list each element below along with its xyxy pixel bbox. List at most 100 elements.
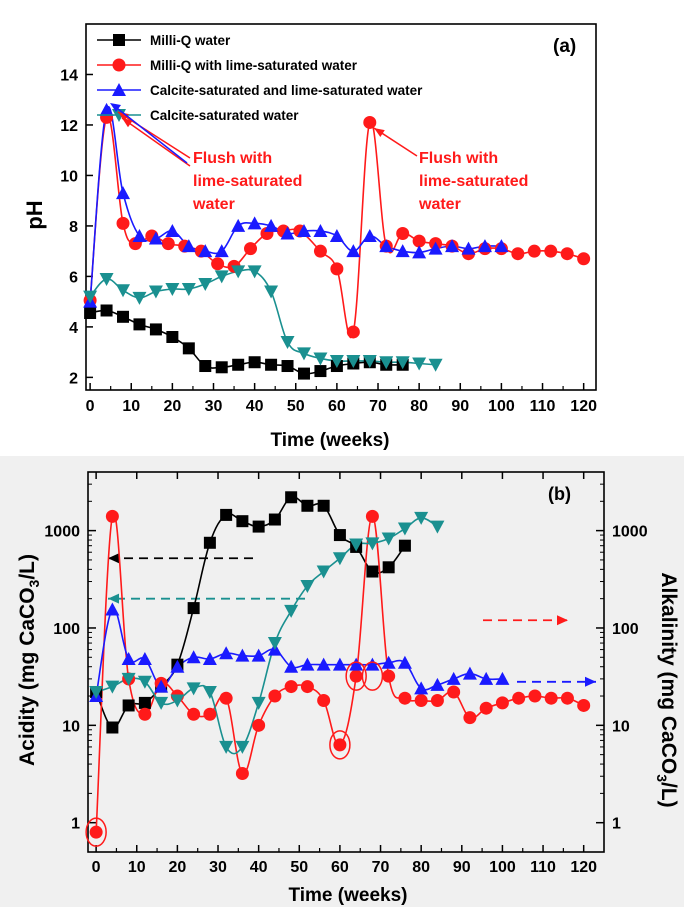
data-point bbox=[202, 685, 217, 699]
x-tick-label: 60 bbox=[328, 398, 346, 415]
data-point bbox=[251, 696, 266, 710]
annotation-text: lime-saturated bbox=[419, 173, 528, 190]
data-point bbox=[414, 693, 428, 707]
data-point bbox=[161, 237, 175, 251]
data-point bbox=[116, 186, 131, 200]
data-point bbox=[232, 358, 245, 371]
x-tick-label: 20 bbox=[163, 398, 181, 415]
panel-a-series-markers bbox=[83, 102, 591, 380]
data-point bbox=[463, 711, 477, 725]
legend-entry: Milli-Q with lime-saturated water bbox=[150, 58, 358, 73]
data-point bbox=[121, 672, 136, 686]
data-point bbox=[511, 247, 525, 261]
annotation-text: water bbox=[192, 196, 235, 213]
data-point bbox=[414, 511, 429, 525]
panel-a-ticks: 0 10 20 30 40 50 60 70 80 90 100 110 120 2 4 6 8 10 12 14 bbox=[60, 67, 597, 415]
data-point bbox=[203, 707, 217, 721]
data-point bbox=[268, 689, 282, 703]
data-point bbox=[252, 718, 266, 732]
y-tick-label-right: 10 bbox=[612, 718, 630, 735]
data-point bbox=[495, 671, 510, 685]
data-point bbox=[528, 689, 542, 703]
data-point bbox=[313, 244, 327, 258]
data-point bbox=[186, 682, 201, 696]
panel-b-highlight-circles bbox=[85, 661, 384, 847]
data-point bbox=[379, 239, 394, 253]
data-point bbox=[89, 825, 103, 839]
data-point bbox=[300, 657, 315, 671]
data-point bbox=[397, 522, 412, 536]
data-point bbox=[265, 358, 278, 371]
data-point bbox=[264, 218, 279, 232]
data-point bbox=[395, 244, 410, 258]
legend-marker bbox=[112, 58, 126, 72]
data-point bbox=[577, 698, 591, 712]
annotation-arrow bbox=[112, 104, 188, 164]
data-point bbox=[363, 115, 377, 129]
data-point bbox=[349, 657, 364, 671]
data-point bbox=[247, 216, 262, 230]
data-point bbox=[301, 499, 314, 512]
x-tick-label: 40 bbox=[246, 398, 264, 415]
data-point bbox=[244, 242, 258, 256]
data-point bbox=[284, 659, 299, 673]
panel-b-arrows bbox=[108, 553, 596, 687]
data-point bbox=[296, 347, 311, 361]
panel-b-label: (b) bbox=[548, 484, 571, 504]
annotation-text: Flush with bbox=[419, 150, 498, 167]
legend-marker bbox=[113, 34, 125, 46]
data-point bbox=[133, 318, 146, 331]
x-tick-label: 50 bbox=[287, 398, 305, 415]
data-point bbox=[381, 655, 396, 669]
data-point bbox=[116, 284, 131, 298]
data-point bbox=[382, 561, 395, 574]
data-point bbox=[512, 691, 526, 705]
data-point bbox=[106, 721, 119, 734]
data-point bbox=[462, 666, 477, 680]
panel-b-series-markers bbox=[89, 491, 591, 839]
dashed-arrow-head bbox=[108, 553, 119, 564]
y-tick-label: 12 bbox=[60, 118, 78, 135]
annotation-text: water bbox=[418, 196, 461, 213]
data-point bbox=[313, 223, 328, 237]
data-point bbox=[560, 247, 574, 261]
data-point bbox=[215, 361, 228, 374]
y-tick-label: 4 bbox=[69, 320, 78, 337]
data-point bbox=[220, 508, 233, 521]
data-point bbox=[181, 239, 196, 253]
data-point bbox=[148, 231, 163, 245]
x-tick-label: 100 bbox=[488, 398, 515, 415]
x-tick-label: 100 bbox=[489, 859, 516, 876]
data-point bbox=[284, 604, 299, 618]
y-tick-label: 8 bbox=[69, 219, 78, 236]
data-point bbox=[430, 693, 444, 707]
data-point bbox=[231, 265, 246, 279]
data-point bbox=[300, 579, 315, 593]
data-point bbox=[219, 691, 233, 705]
data-point bbox=[333, 738, 347, 752]
data-point bbox=[346, 325, 360, 339]
data-point bbox=[199, 360, 212, 373]
data-point bbox=[397, 655, 412, 669]
data-point bbox=[137, 675, 152, 689]
data-point bbox=[461, 241, 476, 255]
x-tick-label: 70 bbox=[372, 859, 390, 876]
data-point bbox=[99, 102, 114, 116]
data-point bbox=[235, 767, 249, 781]
x-tick-label: 80 bbox=[412, 859, 430, 876]
panel-a-ylabel: pH bbox=[22, 200, 47, 229]
data-point bbox=[494, 239, 509, 253]
data-point bbox=[214, 270, 229, 284]
panel-a-legend: Milli-Q water Milli-Q with lime-saturated… bbox=[97, 33, 423, 123]
data-point bbox=[149, 323, 162, 336]
data-point bbox=[247, 265, 262, 279]
data-point bbox=[181, 283, 196, 297]
data-point bbox=[412, 357, 427, 371]
data-point bbox=[105, 602, 120, 616]
data-point bbox=[285, 491, 298, 504]
data-point bbox=[332, 552, 347, 566]
data-point bbox=[349, 669, 363, 683]
arrow-head bbox=[118, 112, 129, 121]
